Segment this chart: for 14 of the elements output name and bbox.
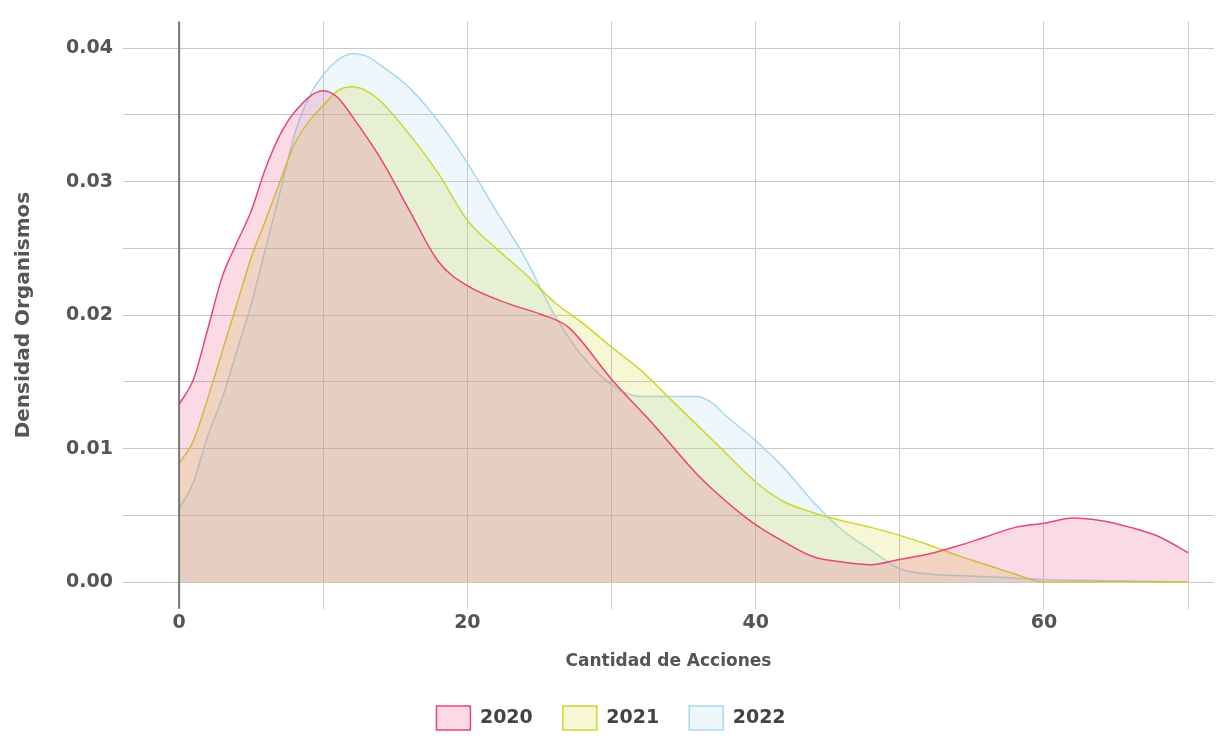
x-axis-title: Cantidad de Acciones: [565, 650, 772, 671]
x-tick-label: 40: [742, 610, 769, 633]
y-tick-label: 0.03: [65, 168, 113, 191]
y-axis-title: Densidad Organismos: [10, 191, 35, 439]
legend-label: 2022: [732, 704, 786, 727]
y-tick-label: 0.04: [65, 35, 113, 58]
x-tick-label: 0: [172, 610, 186, 633]
x-tick-label: 60: [1030, 610, 1058, 633]
legend-label: 2020: [479, 704, 533, 727]
y-tick-label: 0.02: [65, 302, 113, 325]
y-tick-label: 0.01: [65, 435, 113, 458]
y-tick-label: 0.00: [65, 569, 113, 592]
legend-label: 2021: [606, 704, 660, 727]
x-tick-label: 20: [454, 610, 481, 633]
